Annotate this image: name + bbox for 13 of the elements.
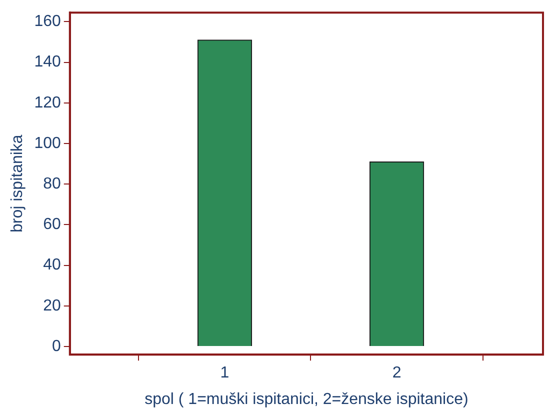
y-tick-label: 60: [43, 216, 61, 234]
x-tick-label: 2: [392, 364, 402, 382]
y-axis-title: broj ispitanika: [9, 134, 26, 233]
x-axis-title: spol ( 1=muški ispitanici, 2=ženske ispitanice): [144, 390, 468, 408]
y-tick-label: 140: [34, 54, 61, 71]
y-tick-label: 40: [43, 256, 61, 274]
y-tick-label: 120: [34, 94, 61, 112]
x-tick-label: 1: [220, 364, 230, 382]
y-tick-label: 0: [52, 338, 61, 355]
y-tick-label: 20: [43, 297, 61, 314]
y-tick-label: 80: [43, 176, 61, 193]
y-tick-label: 100: [34, 134, 61, 152]
y-tick-label: 160: [34, 13, 61, 30]
